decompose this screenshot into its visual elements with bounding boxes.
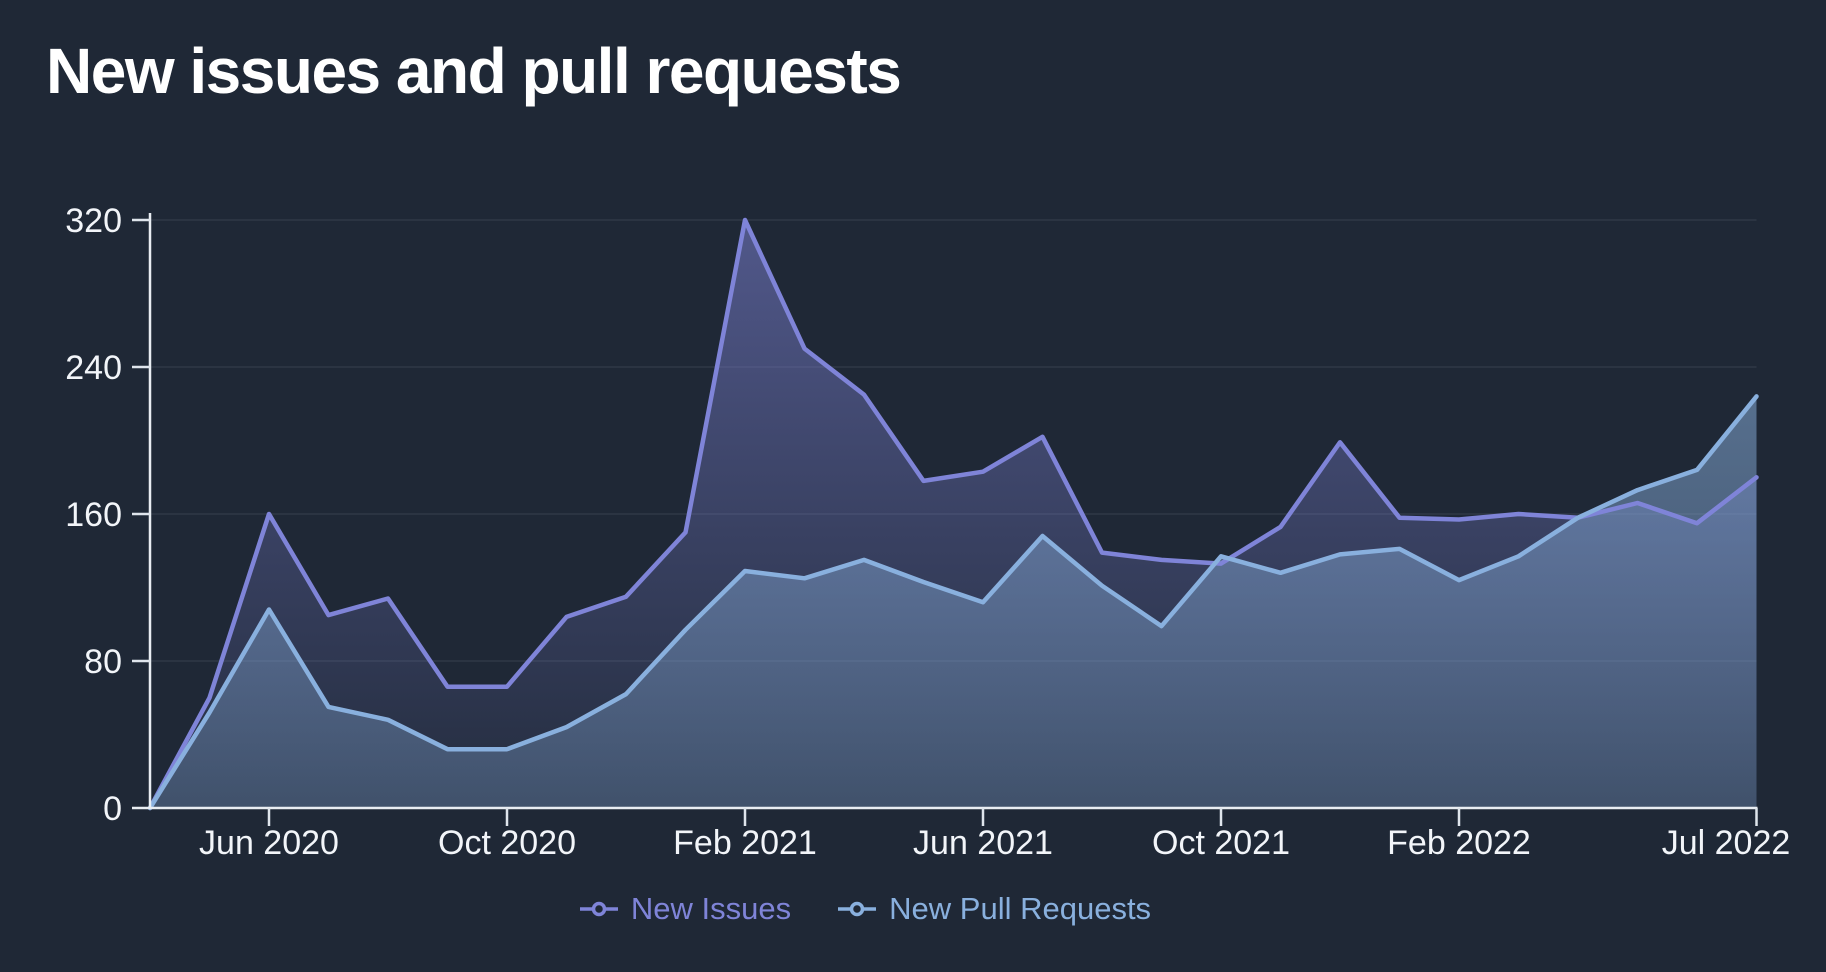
line-series-marker-icon — [579, 901, 618, 916]
series-line-new-issues — [147, 217, 1759, 811]
x-tick-label: Feb 2022 — [1387, 824, 1531, 862]
y-tick-label: 160 — [65, 496, 122, 534]
chart-title: New issues and pull requests — [46, 35, 902, 107]
series-line-new-pull-requests — [147, 394, 1759, 811]
y-tick-label: 80 — [84, 643, 122, 681]
x-tick-label: Jun 2020 — [199, 824, 339, 862]
y-tick-label: 240 — [65, 349, 122, 387]
x-tick-label: Oct 2021 — [1152, 824, 1290, 862]
x-tick-label: Feb 2021 — [673, 824, 817, 862]
series-area-layer — [150, 220, 1757, 808]
x-tick-label: Oct 2020 — [438, 824, 576, 862]
series-line-layer — [147, 217, 1759, 811]
y-tick-label: 0 — [103, 790, 122, 828]
axis-label-layer: 0 80 160 240 320 Jun 2020 Oct 2020 Feb 2021 Jun … — [65, 202, 1790, 862]
series-area-new-pull-requests — [150, 396, 1757, 808]
legend-label: New Issues — [630, 891, 792, 926]
legend-label: New Pull Requests — [889, 891, 1152, 926]
legend: New Issues New Pull Requests — [0, 893, 1778, 924]
legend-item-new-pull-requests[interactable]: New Pull Requests — [837, 893, 1151, 924]
y-tick-label: 320 — [65, 202, 122, 240]
line-series-marker-icon — [838, 901, 877, 916]
legend-item-new-issues[interactable]: New Issues — [579, 893, 791, 924]
x-tick-label: Jun 2021 — [913, 824, 1053, 862]
axis-layer — [132, 213, 1758, 826]
x-tick-label: Jul 2022 — [1662, 824, 1791, 862]
